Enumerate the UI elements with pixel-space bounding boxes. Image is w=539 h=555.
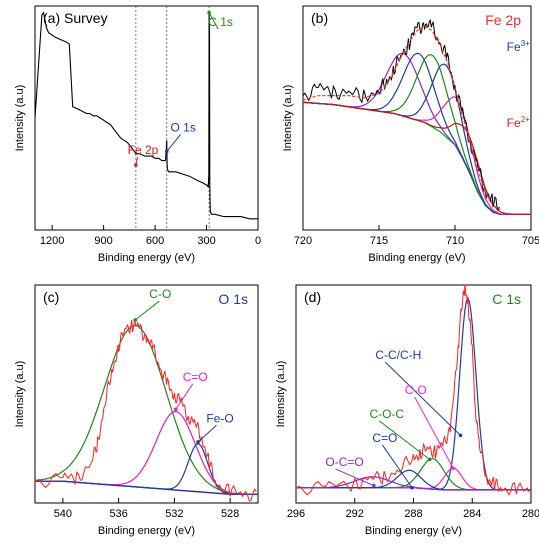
plot-frame: [302, 5, 532, 231]
x-tick-label: 284: [463, 508, 481, 520]
annotation-arrow: [379, 420, 430, 460]
raw-data: [302, 19, 500, 212]
x-tick-label: 0: [255, 235, 261, 247]
x-tick-label: 532: [165, 508, 183, 520]
peak-annotation: O-C=O: [325, 455, 363, 469]
annotation-arrow: [335, 468, 375, 487]
background-line: [302, 101, 501, 215]
x-tick-label: 900: [94, 235, 112, 247]
annotation-arrowhead: [133, 318, 138, 322]
annotation-arrow: [208, 12, 219, 30]
fit-envelope: [302, 25, 501, 211]
panel-label: (c): [43, 289, 59, 305]
annotation-arrow: [135, 300, 160, 321]
x-tick-label: 720: [294, 235, 312, 247]
annotation-arrowhead: [164, 149, 169, 154]
x-axis-label: Binding energy (eV): [98, 252, 195, 264]
annotation-arrowhead: [427, 457, 432, 462]
panel-label: (b): [311, 10, 328, 26]
y-axis-label: Intensity (a.u): [275, 361, 287, 428]
x-axis-label: Binding energy (eV): [365, 525, 462, 537]
annotation-arrowhead: [196, 440, 200, 444]
x-tick-label: 292: [346, 508, 364, 520]
annotation-superscript: 3+: [521, 39, 530, 48]
x-tick-label: 300: [197, 235, 215, 247]
x-tick-label: 280: [522, 508, 539, 520]
peak-annotation: Fe 2p: [128, 143, 159, 157]
annotation-arrowhead: [173, 407, 178, 412]
x-tick-label: 296: [287, 508, 305, 520]
x-tick-label: 528: [221, 508, 239, 520]
component-peak: [302, 63, 531, 215]
component-peak: [34, 324, 258, 495]
x-tick-label: 600: [146, 235, 164, 247]
annotation-arrow: [166, 134, 181, 152]
x-axis-label: Binding energy (eV): [98, 525, 195, 537]
panel-title: C 1s: [492, 291, 521, 307]
peak-annotation: C=O: [372, 431, 397, 445]
annotation-arrow: [381, 444, 413, 489]
peak-annotation: Fe3+: [507, 39, 530, 54]
annotation-arrowhead: [410, 485, 414, 490]
annotation-arrow: [197, 424, 217, 443]
peak-annotation: Fe-O: [206, 411, 233, 425]
annotation-superscript: 2+: [521, 115, 530, 124]
x-tick-label: 715: [370, 235, 388, 247]
panel-b-fe2p: 720 715 710 705 Binding energy (eV) Intensity…: [282, 5, 539, 264]
annotation-arrowhead: [207, 10, 211, 15]
annotation-arrow: [384, 361, 461, 436]
x-tick-label: 710: [446, 235, 464, 247]
raw-data: [34, 319, 257, 502]
x-tick-label: 1200: [40, 235, 64, 247]
x-tick-label: 536: [109, 508, 127, 520]
peak-annotation: Fe2+: [507, 115, 530, 130]
panel-title: O 1s: [218, 291, 248, 307]
component-peak: [35, 443, 258, 495]
panel-d-c1s: 296 292 288 284 280 Binding energy (eV) Intens…: [275, 284, 539, 537]
peak-annotation: C-C/C-H: [375, 348, 421, 362]
x-tick-label: 288: [404, 508, 422, 520]
x-tick-label: 540: [54, 508, 72, 520]
annotation-arrowhead: [451, 466, 455, 470]
component-peak: [302, 54, 531, 215]
raw-data: [295, 284, 530, 496]
panel-label: (d): [304, 289, 321, 305]
y-axis-label: Intensity (a.u): [14, 85, 26, 152]
panel-label: (a) Survey: [43, 10, 108, 26]
peak-annotation: C-O: [149, 287, 171, 301]
annotation-arrow: [414, 396, 454, 469]
y-axis-label: Intensity (a.u): [14, 361, 26, 428]
annotation-arrow: [175, 383, 194, 410]
annotation-arrowhead: [134, 163, 138, 167]
peak-annotation: C 1s: [208, 15, 233, 29]
peak-annotation: O 1s: [171, 120, 196, 134]
peak-annotation: C=O: [183, 370, 208, 384]
peak-annotation: C-O: [405, 383, 427, 397]
y-axis-label: Intensity (a.u): [282, 85, 294, 152]
component-peak: [302, 96, 531, 215]
plot-frame: [34, 284, 259, 504]
panel-a-survey: 1200 900 600 300 0 Binding energy (eV) Intensi…: [14, 5, 261, 264]
annotation-arrowhead: [458, 433, 463, 438]
x-tick-label: 705: [522, 235, 539, 247]
survey-spectrum: [34, 11, 258, 220]
x-axis-label: Binding energy (eV): [368, 252, 465, 264]
peak-annotation: C-O-C: [369, 407, 404, 421]
plot-frame: [34, 5, 259, 231]
panel-title: Fe 2p: [485, 12, 521, 28]
annotation-arrowhead: [372, 483, 376, 488]
panel-c-o1s: 540 536 532 528 Binding energy (eV) Intensity…: [14, 284, 259, 537]
